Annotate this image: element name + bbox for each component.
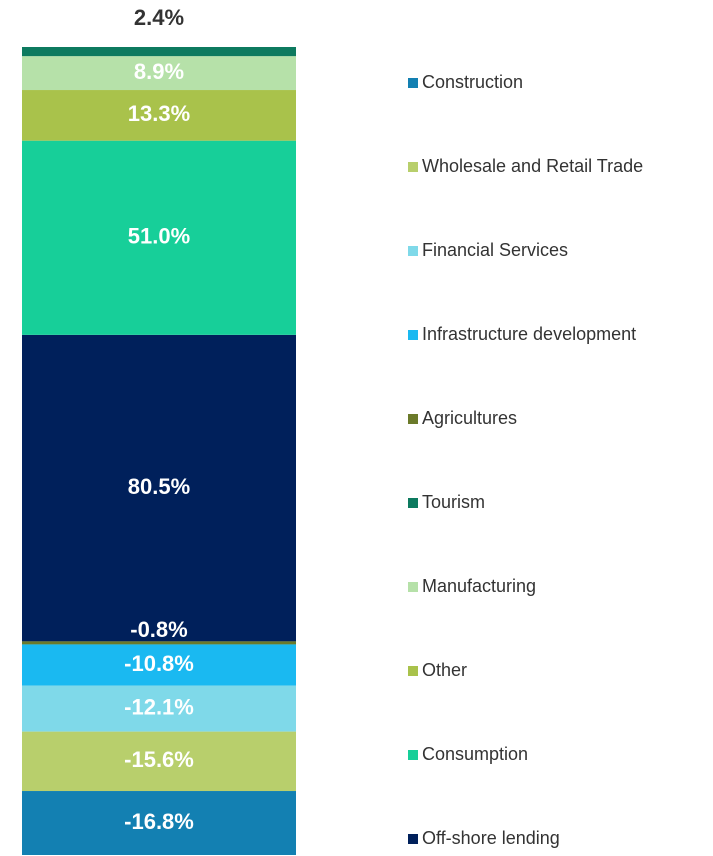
value-label: 2.4%	[134, 5, 184, 30]
value-label: 51.0%	[128, 224, 190, 249]
bar-segment	[22, 641, 296, 645]
legend-swatch	[408, 330, 418, 340]
bar-segment	[22, 56, 296, 91]
legend-label: Manufacturing	[422, 576, 536, 596]
value-label: 80.5%	[128, 474, 190, 499]
value-label: 8.9%	[134, 59, 184, 84]
value-label: -10.8%	[124, 651, 194, 676]
value-label: -0.8%	[130, 617, 187, 642]
value-label: -15.6%	[124, 747, 194, 772]
legend-label: Financial Services	[422, 240, 568, 260]
legend-label: Wholesale and Retail Trade	[422, 156, 643, 176]
legend-swatch	[408, 666, 418, 676]
legend-label: Off-shore lending	[422, 828, 560, 848]
bar-segment	[22, 731, 296, 792]
legend-swatch	[408, 162, 418, 172]
bar-segment	[22, 47, 296, 57]
legend-label: Agricultures	[422, 408, 517, 428]
bar-segment	[22, 685, 296, 732]
value-label: -16.8%	[124, 809, 194, 834]
legend-label: Construction	[422, 72, 523, 92]
legend-swatch	[408, 582, 418, 592]
legend-swatch	[408, 414, 418, 424]
legend-label: Tourism	[422, 492, 485, 512]
value-label: 13.3%	[128, 101, 190, 126]
legend-swatch	[408, 246, 418, 256]
legend-label: Consumption	[422, 744, 528, 764]
legend-swatch	[408, 498, 418, 508]
legend-swatch	[408, 750, 418, 760]
bar-segment	[22, 791, 296, 855]
bar-segment	[22, 140, 296, 335]
bar-segment	[22, 90, 296, 141]
legend-swatch	[408, 78, 418, 88]
bar-segment	[22, 334, 296, 642]
value-label: -12.1%	[124, 694, 194, 719]
legend-swatch	[408, 834, 418, 844]
bar-segment	[22, 644, 296, 686]
legend-label: Infrastructure development	[422, 324, 636, 344]
legend-label: Other	[422, 660, 467, 680]
